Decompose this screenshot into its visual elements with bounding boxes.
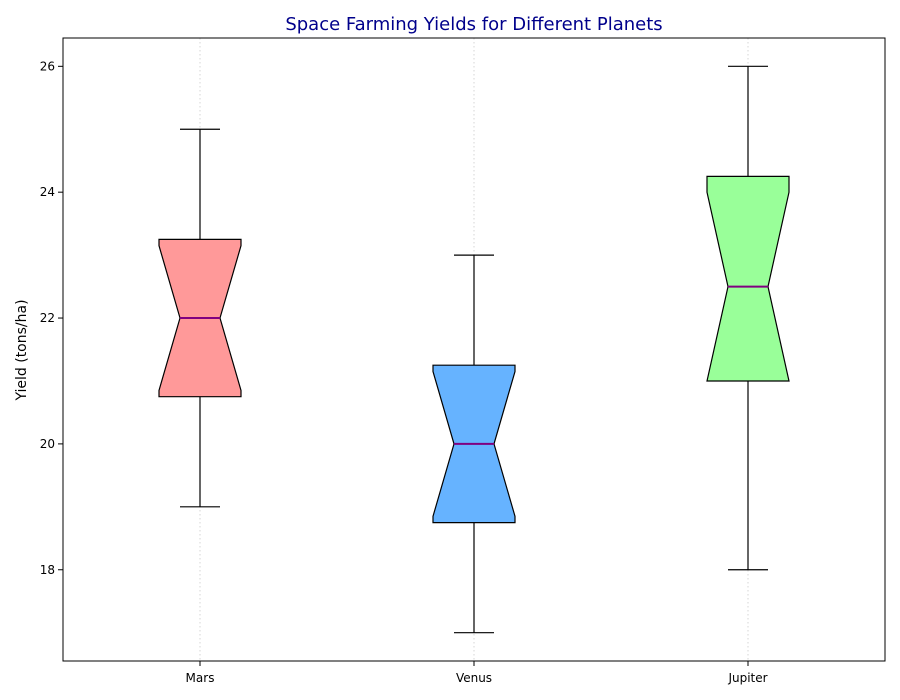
y-tick-label-20: 20 [40,437,55,451]
y-axis-title: Yield (tons/ha) [14,299,30,401]
plot-frame [62,37,886,662]
axis-layer: 18 20 22 24 26 Mars Venus Jupiter [40,59,768,685]
box-jupiter [706,65,790,571]
boxes-layer [158,65,790,634]
x-tick-label-jupiter: Jupiter [727,671,767,685]
y-tick-label-24: 24 [40,185,55,199]
x-tick-label-venus: Venus [456,671,492,685]
y-tick-label-26: 26 [40,59,55,73]
box-body [706,175,790,382]
chart-title: Space Farming Yields for Different Plane… [285,14,662,35]
box-venus [432,254,516,634]
y-tick-label-18: 18 [40,563,55,577]
y-tick-label-22: 22 [40,311,55,325]
box-mars [158,128,242,508]
x-tick-label-mars: Mars [186,671,215,685]
